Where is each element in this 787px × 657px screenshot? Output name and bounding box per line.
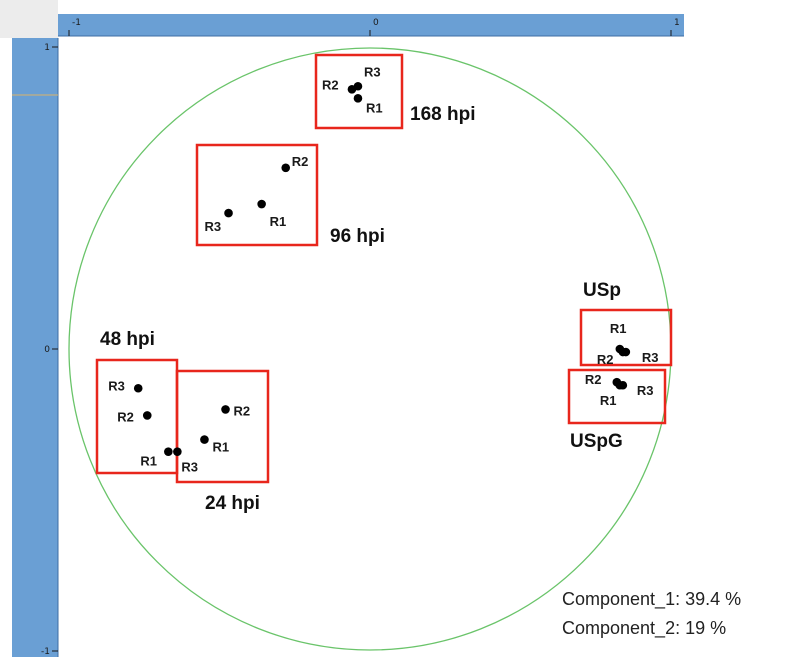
point-uspg-r3 <box>618 380 628 390</box>
group-box-uspg <box>567 368 667 425</box>
y-tick-label: 0 <box>44 345 50 355</box>
group-box-usp <box>579 308 673 367</box>
point-48-hpi-r1 <box>164 447 173 456</box>
group-label-168-hpi: 168 hpi <box>410 104 475 125</box>
group-labels: 168 hpi 96 hpi 48 hpi 24 hpi USp USpG <box>100 104 623 514</box>
ruler-corner <box>0 0 58 38</box>
left-ruler[interactable] <box>12 38 58 657</box>
group-label-usp: USp <box>583 280 621 301</box>
group-label-48-hpi: 48 hpi <box>100 329 155 350</box>
point-label-96-hpi-r2: R2 <box>292 154 309 169</box>
group-label-uspg: USpG <box>570 431 623 452</box>
point-label-96-hpi-r3: R3 <box>205 219 222 234</box>
group-boxes <box>95 53 673 484</box>
point-label-usp-r3: R3 <box>642 350 659 365</box>
group-box-48-hpi <box>95 358 179 475</box>
point-label-168-hpi-r2: R2 <box>322 77 339 92</box>
point-label-usp-r2: R2 <box>597 352 614 367</box>
point-label-uspg-r2: R2 <box>585 372 602 387</box>
point-label-48-hpi-r3: R3 <box>108 378 125 393</box>
point-48-hpi-r3 <box>133 383 143 393</box>
y-tick-label: 1 <box>44 43 50 53</box>
point-96-hpi-r3 <box>224 208 233 218</box>
point-label-168-hpi-r1: R1 <box>366 100 383 115</box>
point-usp-r3 <box>621 347 631 357</box>
component-2-variance: Component_2: 19 % <box>562 618 727 638</box>
point-24-hpi-r3 <box>173 447 182 456</box>
point-label-48-hpi-r1: R1 <box>140 454 157 469</box>
point-label-uspg-r3: R3 <box>637 383 654 398</box>
x-tick-label: -1 <box>72 18 81 28</box>
point-label-48-hpi-r2: R2 <box>117 409 134 424</box>
data-points <box>133 81 631 456</box>
group-label-96-hpi: 96 hpi <box>330 226 385 247</box>
point-label-24-hpi-r1: R1 <box>212 440 229 455</box>
point-96-hpi-r1 <box>257 199 266 209</box>
component-1-variance: Component_1: 39.4 % <box>562 589 742 609</box>
point-48-hpi-r2 <box>142 411 152 420</box>
point-24-hpi-r2 <box>221 405 230 414</box>
x-tick-label: 1 <box>674 18 680 28</box>
group-box-168-hpi <box>314 53 404 130</box>
point-label-uspg-r1: R1 <box>600 393 617 408</box>
x-tick-label: 0 <box>373 18 379 28</box>
group-box-96-hpi <box>195 143 319 247</box>
point-label-24-hpi-r3: R3 <box>181 460 198 475</box>
y-tick-label: -1 <box>41 647 50 657</box>
group-box-24-hpi <box>175 369 270 484</box>
point-96-hpi-r2 <box>281 163 291 173</box>
top-ruler[interactable] <box>58 14 684 36</box>
point-168-hpi-r1 <box>353 94 363 103</box>
point-label-24-hpi-r2: R2 <box>234 403 251 418</box>
axis-ticks: -1 0 1 1 0 -1 <box>41 18 680 657</box>
point-24-hpi-r1 <box>200 435 209 444</box>
group-label-24-hpi: 24 hpi <box>205 493 260 514</box>
point-label-168-hpi-r3: R3 <box>364 64 381 79</box>
point-168-hpi-r3 <box>353 81 363 91</box>
point-label-usp-r1: R1 <box>610 321 627 336</box>
point-label-96-hpi-r1: R1 <box>270 214 287 229</box>
point-labels: R1 R2 R3 R1 R2 R3 R1 R2 R3 R1 R2 R3 R1 R2 R3 R1 R2 R3 <box>108 64 658 474</box>
